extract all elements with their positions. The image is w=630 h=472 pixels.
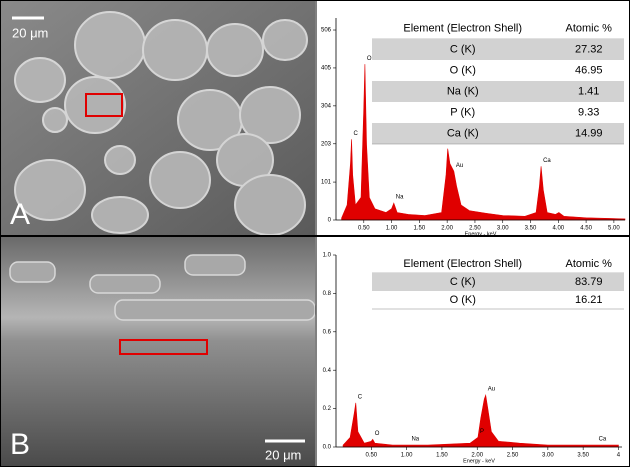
x-tick-label: 3.00: [542, 453, 554, 459]
peak-label: C: [358, 394, 363, 400]
table-header: Element (Electron Shell): [403, 258, 522, 270]
peak-label: P: [480, 429, 484, 435]
table-cell: O (K): [450, 64, 476, 76]
peak-label: O: [367, 56, 372, 62]
x-tick-label: 3.50: [577, 453, 589, 459]
x-axis-label: Energy - keV: [465, 231, 497, 237]
y-tick-label: 1.0: [323, 253, 332, 259]
y-tick-label: 304: [321, 103, 332, 109]
table-header: Atomic %: [565, 258, 612, 270]
table-cell: P (K): [450, 106, 475, 118]
scale-bar-label: 20 μm: [265, 447, 301, 462]
x-tick-label: 3.00: [497, 226, 509, 232]
peak-label: O: [375, 431, 380, 437]
y-tick-label: 405: [321, 66, 332, 72]
x-tick-label: 4.00: [552, 226, 564, 232]
x-tick-label: 2.00: [441, 226, 453, 232]
table-header: Element (Electron Shell): [403, 22, 522, 34]
peak-label: Au: [456, 163, 463, 169]
x-axis-label: Energy - keV: [463, 458, 495, 464]
sem-image-b: [0, 237, 315, 467]
table-cell: 16.21: [575, 294, 603, 306]
x-tick-label: 1.00: [401, 453, 413, 459]
x-tick-label: 2.50: [507, 453, 519, 459]
y-tick-label: 0.2: [323, 406, 332, 412]
x-tick-label: 1.00: [386, 226, 398, 232]
x-tick-label: 0.50: [358, 226, 370, 232]
x-tick-label: 0.50: [365, 453, 377, 459]
table-cell: C (K): [450, 276, 476, 288]
x-tick-label: 4.50: [580, 226, 592, 232]
table-cell: C (K): [450, 43, 476, 55]
y-tick-label: 506: [321, 28, 332, 34]
table-cell: 83.79: [575, 276, 603, 288]
figure: 20 μm 20 μm A B 01012033044055060.501.00…: [0, 0, 630, 467]
table-cell: Na (K): [447, 85, 479, 97]
table-cell: 46.95: [575, 64, 603, 76]
x-tick-label: 3.50: [525, 226, 537, 232]
y-tick-label: 0.8: [323, 291, 332, 297]
table-cell: 14.99: [575, 127, 603, 139]
panel-label: A: [10, 198, 30, 231]
table-cell: Ca (K): [447, 127, 479, 139]
table-header: Atomic %: [565, 22, 612, 34]
peak-label: Na: [396, 195, 404, 201]
table-cell: 27.32: [575, 43, 603, 55]
scale-bar-label: 20 μm: [12, 25, 48, 40]
peak-label: C: [354, 131, 359, 137]
y-tick-label: 0.6: [323, 329, 332, 335]
x-tick-label: 1.50: [436, 453, 448, 459]
peak-label: Au: [488, 387, 495, 393]
y-tick-label: 0.0: [323, 445, 332, 451]
y-tick-label: 203: [321, 141, 332, 147]
x-tick-label: 1.50: [414, 226, 426, 232]
x-tick-label: 5.00: [608, 226, 620, 232]
y-tick-label: 0.4: [323, 368, 332, 374]
peak-label: Na: [411, 437, 419, 443]
peak-label: Ca: [543, 158, 551, 164]
y-tick-label: 101: [321, 180, 332, 186]
panel-label: B: [10, 428, 30, 461]
peak-label: Ca: [599, 437, 607, 443]
table-cell: 9.33: [578, 106, 599, 118]
table-cell: O (K): [450, 294, 476, 306]
table-cell: 1.41: [578, 85, 599, 97]
